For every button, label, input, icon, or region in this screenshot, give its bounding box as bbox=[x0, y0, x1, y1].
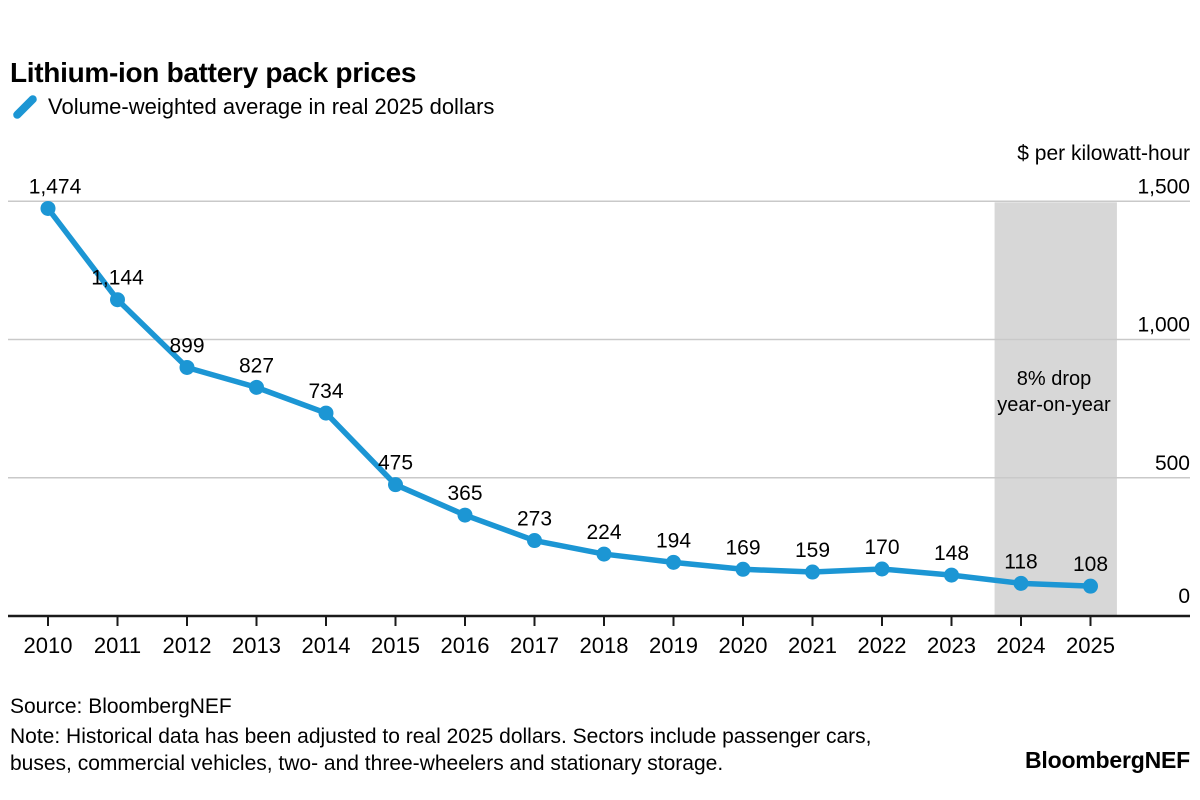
data-label-2013: 827 bbox=[239, 354, 274, 377]
x-axis-label-2010: 2010 bbox=[24, 633, 73, 658]
data-label-2021: 159 bbox=[795, 539, 830, 562]
data-point-2017 bbox=[527, 533, 542, 549]
chart-title: Lithium-ion battery pack prices bbox=[10, 56, 417, 88]
data-point-2024 bbox=[1013, 575, 1029, 591]
x-axis-label-2023: 2023 bbox=[927, 633, 976, 658]
data-point-2015 bbox=[388, 477, 403, 493]
data-point-2012 bbox=[179, 359, 195, 375]
x-axis-label-2025: 2025 bbox=[1066, 633, 1115, 658]
y-axis-unit-label: $ per kilowatt-hour bbox=[1017, 142, 1190, 165]
data-label-2023: 148 bbox=[934, 542, 969, 565]
legend-label: Volume-weighted average in real 2025 dol… bbox=[48, 94, 495, 119]
data-label-2012: 899 bbox=[169, 334, 204, 357]
y-tick-label-1000: 1,000 bbox=[1137, 314, 1190, 337]
highlight-band bbox=[994, 202, 1117, 617]
x-axis-label-2013: 2013 bbox=[232, 633, 281, 658]
data-point-2018 bbox=[596, 546, 612, 562]
data-point-2020 bbox=[735, 561, 751, 577]
x-axis-label-2014: 2014 bbox=[302, 633, 351, 658]
note-text: Note: Historical data has been adjusted … bbox=[10, 723, 872, 777]
data-point-2011 bbox=[110, 292, 125, 308]
data-label-2018: 224 bbox=[586, 521, 621, 544]
data-label-2017: 273 bbox=[517, 508, 552, 531]
source-text: Source: BloombergNEF bbox=[10, 695, 232, 718]
note-line-1: Note: Historical data has been adjusted … bbox=[10, 725, 872, 748]
data-label-2024: 118 bbox=[1004, 550, 1037, 573]
data-label-2019: 194 bbox=[656, 529, 691, 552]
data-label-2016: 365 bbox=[447, 482, 482, 505]
x-axis-label-2012: 2012 bbox=[163, 633, 212, 658]
x-axis-label-2016: 2016 bbox=[441, 633, 490, 658]
data-label-2011: 1,144 bbox=[91, 267, 144, 290]
bloombergnef-logo: BloombergNEF bbox=[1025, 747, 1190, 773]
x-axis-label-2018: 2018 bbox=[580, 633, 629, 658]
x-axis-label-2011: 2011 bbox=[94, 633, 141, 658]
data-label-2022: 170 bbox=[864, 536, 899, 559]
note-line-2: buses, commercial vehicles, two- and thr… bbox=[10, 752, 724, 775]
data-point-2022 bbox=[874, 561, 890, 577]
x-axis-label-2022: 2022 bbox=[858, 633, 907, 658]
band-annotation: 8% drop year-on-year bbox=[954, 366, 1154, 418]
x-axis-label-2015: 2015 bbox=[371, 633, 420, 658]
data-point-2021 bbox=[805, 564, 820, 580]
data-point-2023 bbox=[944, 567, 959, 583]
data-label-2010: 1,474 bbox=[29, 175, 82, 198]
data-point-2014 bbox=[318, 405, 334, 421]
x-axis-label-2019: 2019 bbox=[649, 633, 698, 658]
y-tick-label-1500: 1,500 bbox=[1137, 175, 1190, 198]
legend: Volume-weighted average in real 2025 dol… bbox=[10, 93, 494, 121]
y-tick-label-0: 0 bbox=[1178, 585, 1190, 608]
x-axis-label-2021: 2021 bbox=[788, 633, 837, 658]
x-axis-label-2020: 2020 bbox=[719, 633, 768, 658]
data-point-2019 bbox=[666, 554, 681, 570]
x-axis-label-2017: 2017 bbox=[510, 633, 559, 658]
data-label-2020: 169 bbox=[725, 536, 760, 559]
data-label-2015: 475 bbox=[378, 452, 413, 475]
data-point-2010 bbox=[40, 200, 56, 216]
data-label-2014: 734 bbox=[308, 380, 343, 403]
data-point-2016 bbox=[457, 507, 473, 523]
y-tick-label-500: 500 bbox=[1155, 452, 1190, 475]
band-annotation-line2: year-on-year bbox=[997, 394, 1111, 416]
data-point-2013 bbox=[249, 379, 264, 395]
x-axis-label-2024: 2024 bbox=[997, 633, 1046, 658]
band-annotation-line1: 8% drop bbox=[1016, 368, 1092, 390]
data-label-2025: 108 bbox=[1073, 553, 1108, 576]
price-line bbox=[45, 205, 1094, 589]
data-point-2025 bbox=[1083, 578, 1098, 594]
